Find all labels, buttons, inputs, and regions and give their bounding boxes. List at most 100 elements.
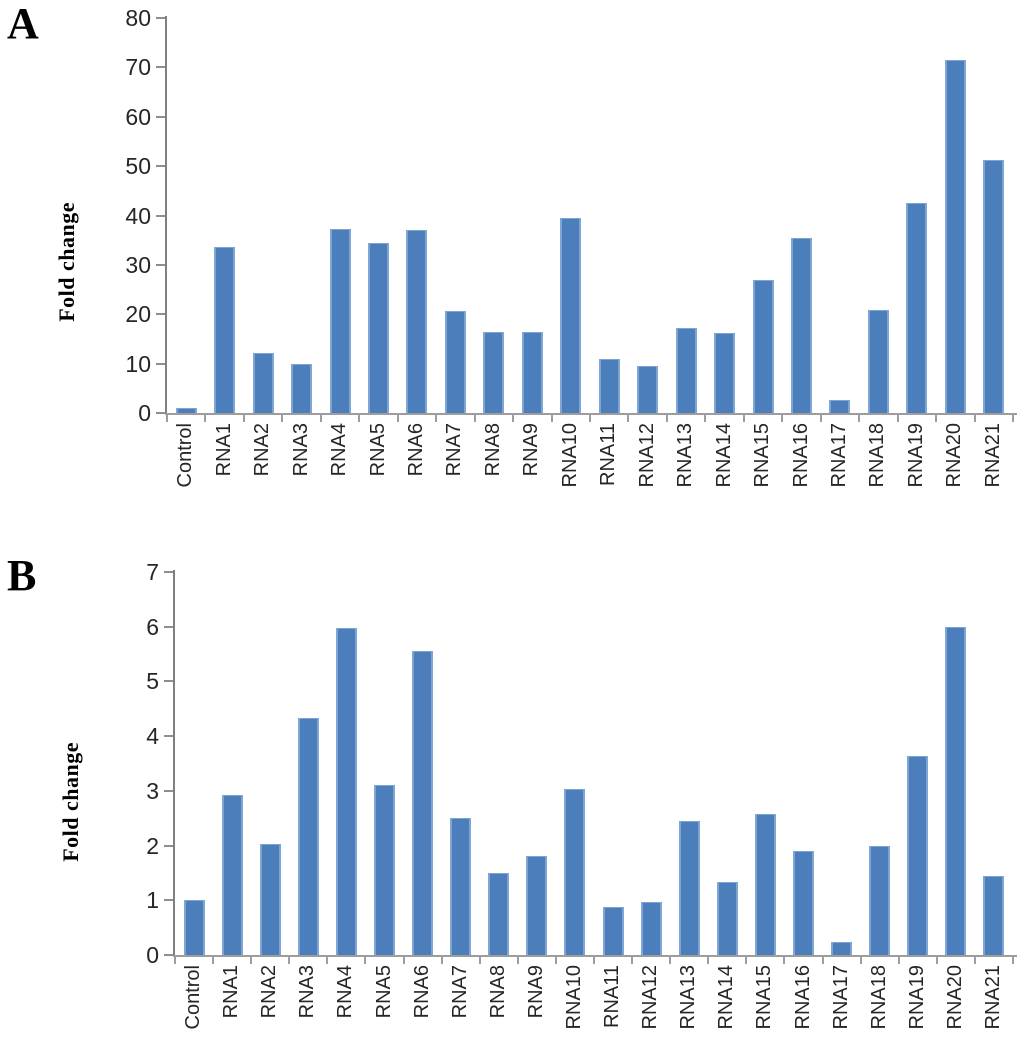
x-axis-tick	[288, 957, 291, 964]
x-axis-tick	[1012, 957, 1014, 964]
x-axis-tick	[707, 957, 710, 964]
x-tick-label: RNA8	[486, 965, 509, 1019]
bar-rna15	[752, 280, 774, 413]
x-tick-label: RNA18	[867, 965, 890, 1030]
x-axis-tick	[478, 957, 481, 964]
x-axis-tick	[589, 415, 591, 422]
bar-rna20	[944, 60, 966, 413]
bar-rna4	[335, 628, 357, 955]
x-tick-label: RNA11	[597, 423, 620, 486]
x-axis-tick	[512, 415, 515, 422]
x-axis-tick	[326, 957, 329, 964]
x-axis-tick	[627, 415, 630, 422]
y-tick-label: 80	[125, 5, 151, 31]
bar-rna16	[791, 238, 812, 413]
bar-rna13	[675, 328, 697, 413]
y-tick-label: 20	[125, 301, 151, 328]
y-axis-tick	[164, 735, 173, 738]
y-axis-tick	[156, 165, 165, 168]
y-axis-tick	[156, 115, 165, 118]
y-axis-tick	[164, 899, 173, 902]
bar-rna7	[450, 818, 472, 955]
bar-control	[183, 900, 205, 955]
bar-rna21	[983, 160, 1005, 413]
x-tick-label: RNA7	[443, 423, 466, 477]
bar-rna8	[483, 332, 505, 413]
x-tick-label: RNA16	[789, 423, 812, 488]
x-tick-label: RNA6	[404, 423, 427, 477]
bar-rna19	[907, 756, 929, 955]
x-tick-label: RNA1	[212, 423, 235, 477]
x-tick-label: RNA21	[981, 965, 1004, 1030]
x-axis-tick	[166, 415, 168, 422]
x-axis-tick	[858, 415, 861, 422]
panel-a-y-axis-title: Fold change	[54, 202, 79, 322]
x-axis-tick	[554, 957, 557, 964]
x-axis-tick	[364, 957, 367, 964]
x-tick-label: RNA4	[328, 423, 351, 477]
x-tick-label: RNA20	[943, 965, 966, 1030]
y-axis-tick	[164, 571, 173, 573]
panel-b: B Fold change 0 1 2 3 4 5 6 7 Control RNA1 RNA2 RNA…	[0, 548, 1024, 1052]
x-axis-tick	[174, 957, 176, 964]
panel-a-letter: A	[7, 0, 39, 48]
y-tick-label: 7	[146, 559, 159, 585]
bar-rna17	[829, 400, 851, 413]
bar-rna9	[526, 856, 548, 955]
bar-rna19	[906, 203, 928, 413]
y-tick-label: 4	[146, 723, 159, 750]
x-tick-label: RNA12	[639, 965, 662, 1030]
y-tick-label: 50	[125, 153, 151, 180]
y-tick-label: 0	[138, 400, 151, 426]
panel-b-letter: B	[7, 551, 37, 600]
x-tick-label: RNA1	[220, 965, 243, 1019]
bar-rna6	[406, 230, 428, 413]
x-axis-tick	[212, 957, 215, 964]
x-axis-tick	[593, 957, 595, 964]
x-axis-tick	[669, 957, 672, 964]
x-tick-label: RNA17	[829, 965, 852, 1030]
x-tick-label: RNA19	[905, 965, 928, 1030]
x-tick-label: RNA13	[677, 965, 700, 1030]
x-tick-label: RNA6	[410, 965, 433, 1019]
x-axis-tick	[745, 957, 748, 964]
x-tick-label: RNA8	[481, 423, 504, 477]
x-tick-label: RNA13	[674, 423, 697, 488]
x-axis-tick	[396, 415, 399, 422]
y-tick-label: 60	[125, 103, 151, 130]
bar-rna20	[945, 627, 967, 955]
bar-rna15	[754, 814, 776, 955]
y-axis-tick	[164, 625, 173, 628]
x-tick-label: RNA7	[448, 965, 471, 1019]
x-tick-label: RNA9	[520, 423, 543, 477]
x-tick-label: RNA17	[827, 423, 850, 488]
bar-rna2	[252, 353, 274, 413]
bar-rna11	[602, 907, 624, 955]
x-axis-tick	[358, 415, 361, 422]
x-axis-tick	[319, 415, 322, 422]
y-tick-label: 70	[125, 54, 151, 81]
x-axis-tick	[859, 957, 862, 964]
x-tick-label: RNA3	[289, 423, 312, 477]
bar-rna2	[259, 844, 281, 955]
x-axis-tick	[783, 957, 786, 964]
x-axis-tick	[631, 957, 634, 964]
x-axis-tick	[516, 957, 519, 964]
x-tick-label: RNA9	[524, 965, 547, 1019]
y-tick-label: 3	[146, 777, 159, 804]
panel-b-y-axis-title: Fold change	[58, 742, 83, 862]
x-tick-label: Control	[174, 423, 197, 488]
bar-rna10	[564, 789, 586, 955]
y-tick-label: 10	[125, 350, 151, 377]
y-axis-tick	[156, 66, 165, 69]
x-axis-tick	[402, 957, 405, 964]
x-axis-line	[173, 955, 1017, 957]
x-axis-tick	[473, 415, 476, 422]
y-axis-tick	[164, 954, 173, 956]
bar-rna12	[637, 366, 659, 413]
x-axis-tick	[821, 957, 824, 964]
bar-rna18	[869, 846, 891, 955]
x-axis-tick	[242, 415, 245, 422]
x-tick-label: RNA21	[981, 423, 1004, 488]
y-tick-label: 6	[146, 613, 159, 640]
